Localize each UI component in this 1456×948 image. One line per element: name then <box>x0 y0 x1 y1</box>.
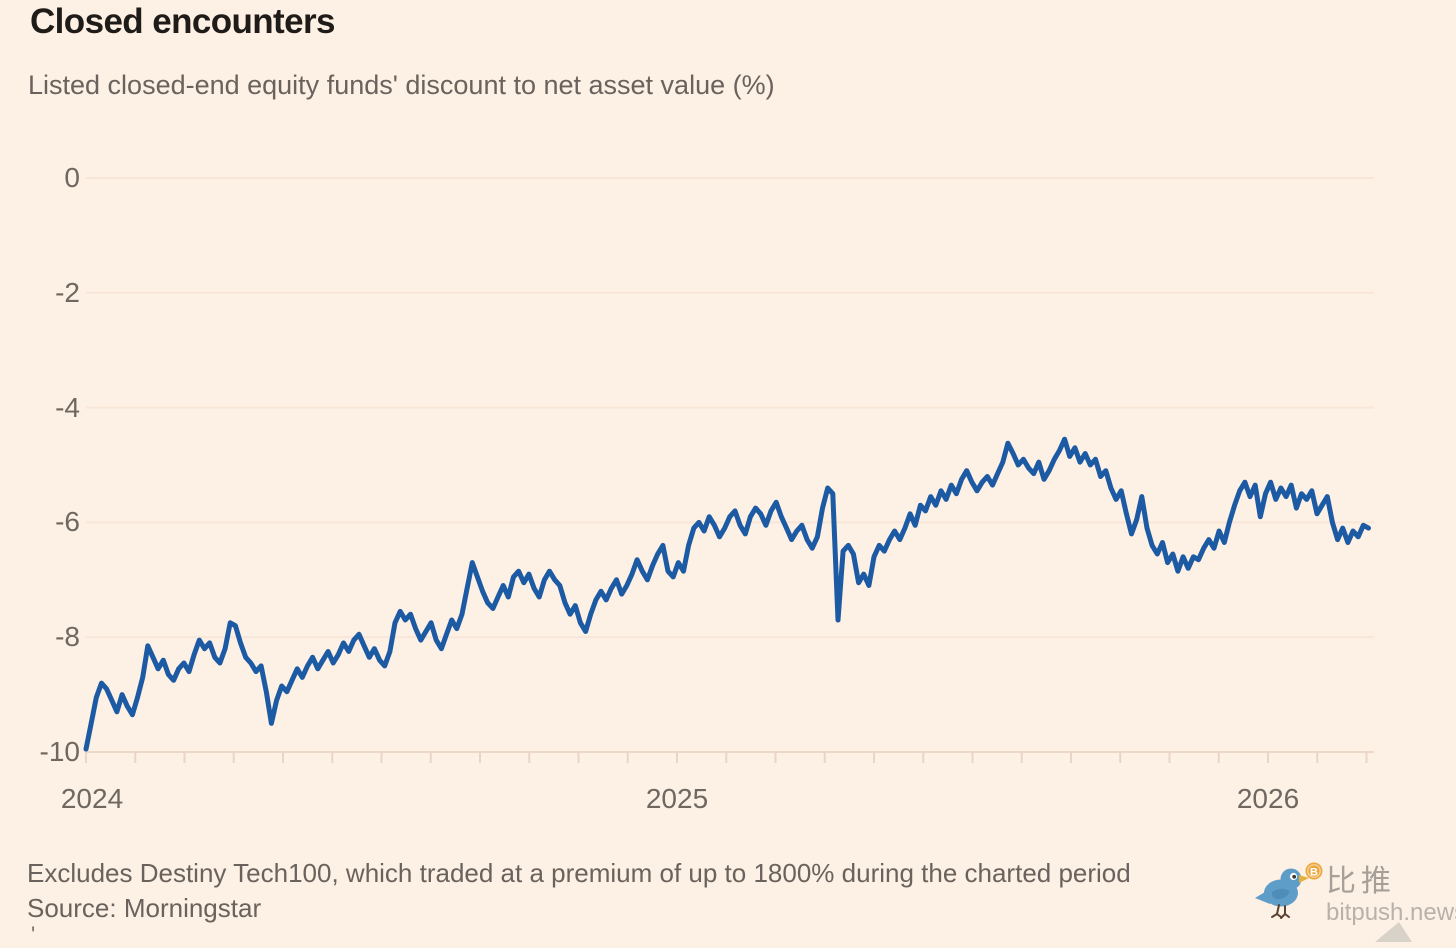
y-tick-label: 0 <box>64 162 80 193</box>
footnote-source: Source: Morningstar <box>27 893 262 923</box>
y-tick-label: -2 <box>55 276 80 308</box>
x-tick-label: 2025 <box>645 783 709 814</box>
x-tick-label: 2026 <box>1236 783 1300 814</box>
bitcoin-coin-icon: B <box>1305 862 1323 880</box>
chart-subtitle: Listed closed-end equity funds' discount… <box>28 70 775 100</box>
corner-fold-decoration <box>1375 922 1412 942</box>
watermark-brand-name: 比推 <box>1326 865 1396 898</box>
chart-footnote: Excludes Destiny Tech100, which traded a… <box>27 856 1131 926</box>
bird-legs <box>1271 904 1290 919</box>
gridlines <box>86 177 1374 753</box>
page-title: Closed encounters <box>30 2 335 41</box>
stray-mark: ' <box>31 922 36 947</box>
y-tick-label: -6 <box>55 506 80 538</box>
discount-line-series <box>83 436 1371 752</box>
footnote-exclusion: Excludes Destiny Tech100, which traded a… <box>27 858 1131 888</box>
y-tick-label: -4 <box>55 391 80 423</box>
y-tick-label: -8 <box>55 621 80 653</box>
x-axis-ticks <box>85 752 1368 763</box>
svg-text:B: B <box>1310 867 1318 879</box>
x-tick-label: 2024 <box>60 783 124 814</box>
watermark-domain: bitpush.news <box>1326 899 1456 926</box>
twitter-bird-icon: B <box>1255 862 1323 919</box>
y-tick-label: -10 <box>39 736 80 767</box>
